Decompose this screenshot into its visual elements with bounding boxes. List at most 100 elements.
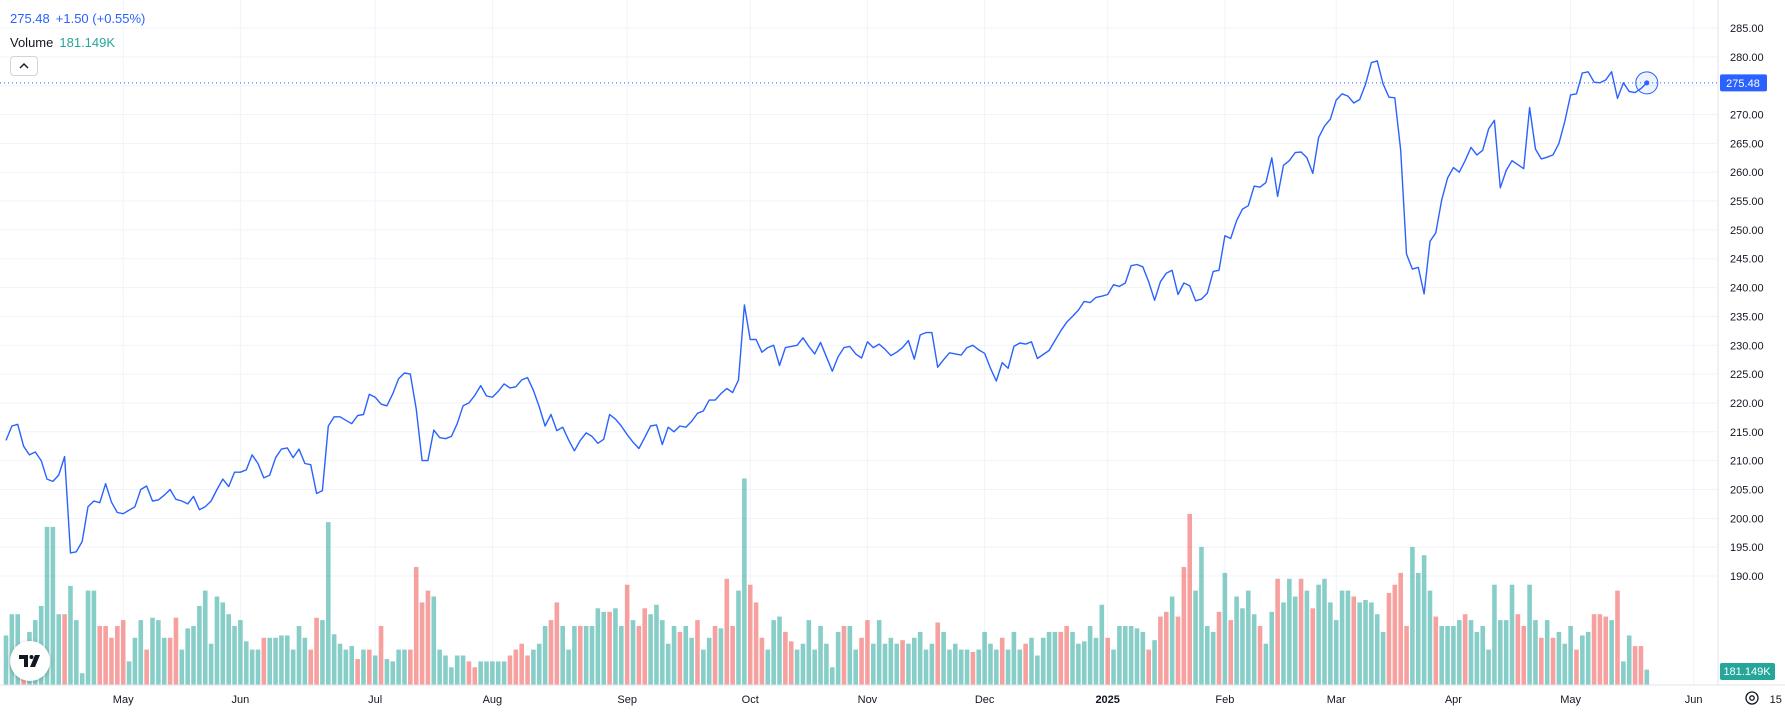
- y-tick-label: 285.00: [1730, 23, 1764, 35]
- volume-bar: [730, 626, 735, 685]
- volume-bar: [753, 602, 759, 685]
- volume-bar: [958, 649, 964, 685]
- volume-bar: [759, 637, 765, 685]
- volume-bar: [812, 649, 817, 685]
- volume-bar: [1585, 631, 1591, 685]
- volume-bar: [953, 643, 958, 685]
- volume-bar: [1122, 626, 1128, 685]
- volume-bar: [1427, 590, 1433, 685]
- volume-bar: [712, 626, 718, 685]
- collapse-legend-button[interactable]: [10, 56, 38, 76]
- volume-bar: [982, 631, 987, 685]
- last-point-marker: [1635, 71, 1659, 95]
- volume-bar: [56, 614, 62, 685]
- volume-bar: [1451, 626, 1456, 685]
- volume-bar: [1456, 620, 1462, 685]
- volume-bar: [50, 526, 56, 685]
- y-tick-label: 215.00: [1730, 427, 1764, 439]
- settings-gear-button[interactable]: [1743, 689, 1761, 707]
- volume-bar: [1281, 602, 1286, 685]
- y-tick-label: 220.00: [1730, 398, 1764, 410]
- volume-bar: [1421, 555, 1427, 685]
- y-tick-label: 245.00: [1730, 254, 1764, 266]
- volume-bar: [326, 522, 331, 685]
- volume-bar: [331, 634, 337, 685]
- x-tick-label: May: [113, 694, 134, 706]
- volume-bar: [1292, 596, 1298, 685]
- volume-bar: [765, 649, 771, 685]
- volume-bar: [62, 614, 67, 685]
- price-axis[interactable]: 190.00 195.00 200.00 205.00 210.00 215.00 220.…: [1730, 23, 1764, 583]
- volume-bar: [1380, 631, 1386, 685]
- volume-bar: [800, 643, 806, 685]
- volume-bar: [1609, 620, 1614, 685]
- volume-bar: [1257, 626, 1263, 685]
- y-tick-label: 270.00: [1730, 110, 1764, 122]
- y-tick-label: 200.00: [1730, 513, 1764, 525]
- time-axis[interactable]: May Jun Jul Aug Sep Oct Nov Dec 2025 Feb Mar Apr May…: [113, 694, 1782, 706]
- volume-bar: [1603, 616, 1609, 685]
- volume-bar: [1544, 620, 1550, 685]
- volume-bar: [695, 620, 700, 685]
- volume-bar: [1322, 578, 1327, 685]
- volume-bar: [894, 643, 900, 685]
- volume-bar: [1128, 626, 1134, 685]
- volume-bar: [466, 661, 472, 685]
- volume-bar: [1580, 635, 1585, 685]
- volume-bar: [1017, 649, 1023, 685]
- volume-bar: [437, 649, 442, 685]
- volume-bar: [1410, 546, 1415, 685]
- volume-bar: [1509, 584, 1515, 685]
- volume-bar: [1503, 620, 1509, 685]
- last-price-badge: 275.48: [1720, 74, 1767, 92]
- volume-bar: [1105, 637, 1110, 685]
- volume-bar: [788, 641, 794, 685]
- volume-bar: [806, 620, 812, 685]
- volume-bar: [1433, 616, 1439, 685]
- volume-bar: [74, 620, 79, 685]
- volume-bar: [1158, 616, 1163, 685]
- volume-bar: [1187, 513, 1193, 685]
- volume-bar: [742, 478, 747, 685]
- volume-bar: [1398, 572, 1403, 685]
- x-tick-label: 2025: [1095, 694, 1119, 706]
- volume-bar: [284, 635, 290, 685]
- volume-bar: [68, 585, 73, 685]
- y-tick-label: 225.00: [1730, 369, 1764, 381]
- volume-bars: [3, 478, 1650, 685]
- volume-bar: [701, 649, 706, 685]
- y-tick-label: 240.00: [1730, 283, 1764, 295]
- volume-bar: [1181, 567, 1187, 685]
- x-tick-label: Jun: [232, 694, 250, 706]
- chevron-up-icon: [19, 63, 29, 69]
- volume-bar: [1351, 596, 1357, 685]
- volume-bar: [1093, 637, 1099, 685]
- volume-bar: [238, 620, 243, 685]
- volume-bar: [1216, 611, 1222, 685]
- volume-bar: [994, 649, 999, 685]
- volume-bar: [865, 620, 870, 685]
- volume-bar: [1076, 643, 1081, 685]
- volume-bar: [525, 655, 530, 685]
- tradingview-logo[interactable]: [10, 641, 50, 681]
- volume-bar: [273, 637, 278, 685]
- volume-bar: [296, 626, 302, 685]
- volume-bar: [1626, 635, 1632, 685]
- volume-bar: [261, 637, 267, 685]
- volume-bar: [308, 649, 314, 685]
- volume-bar: [367, 649, 372, 685]
- volume-bar: [900, 640, 905, 685]
- volume-bar: [577, 626, 583, 685]
- volume-bar: [454, 655, 460, 685]
- y-tick-label: 250.00: [1730, 225, 1764, 237]
- volume-bar: [255, 649, 261, 685]
- grid-lines: [0, 0, 1718, 685]
- volume-bar: [202, 590, 208, 685]
- volume-bar: [378, 626, 384, 685]
- volume-bar: [355, 659, 360, 685]
- volume-bar: [999, 637, 1005, 685]
- x-tick-label: Mar: [1327, 694, 1346, 706]
- volume-bar: [1005, 649, 1011, 685]
- volume-bar: [1468, 620, 1474, 685]
